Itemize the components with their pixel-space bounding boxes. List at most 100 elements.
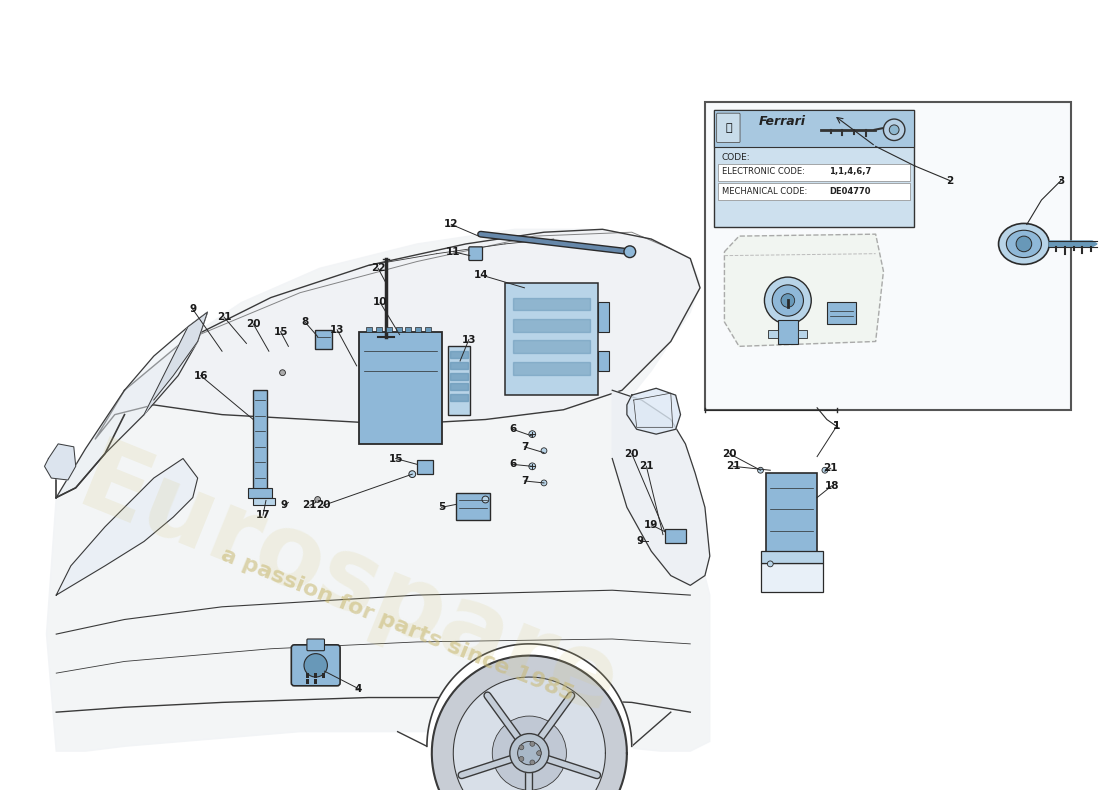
Ellipse shape [1006, 230, 1042, 258]
Bar [359, 332, 441, 444]
Circle shape [1016, 236, 1032, 252]
Bar [760, 551, 823, 563]
Text: 8: 8 [301, 317, 309, 327]
Text: 3: 3 [1057, 175, 1065, 186]
Text: Ferrari: Ferrari [759, 115, 805, 129]
FancyBboxPatch shape [292, 645, 340, 686]
Polygon shape [627, 388, 681, 434]
Circle shape [889, 125, 899, 134]
Text: MECHANICAL CODE:: MECHANICAL CODE: [722, 186, 806, 196]
Text: ELECTRONIC CODE:: ELECTRONIC CODE: [722, 167, 804, 176]
Bar [449, 346, 470, 414]
Text: 21: 21 [639, 462, 653, 471]
Bar [456, 493, 491, 520]
Text: 1: 1 [833, 422, 840, 431]
Text: 19: 19 [645, 520, 659, 530]
Text: 4: 4 [355, 684, 362, 694]
Circle shape [304, 654, 328, 677]
Text: 2: 2 [946, 175, 954, 186]
Text: 20: 20 [722, 449, 737, 458]
Text: 11: 11 [446, 246, 461, 257]
Circle shape [822, 467, 828, 473]
Polygon shape [613, 390, 710, 586]
Text: 21: 21 [824, 463, 838, 474]
Bar [315, 330, 332, 350]
Text: 17: 17 [255, 510, 271, 520]
Polygon shape [450, 351, 468, 358]
Text: 7: 7 [520, 476, 528, 486]
FancyBboxPatch shape [714, 110, 914, 147]
Polygon shape [725, 234, 883, 346]
Bar [307, 673, 309, 678]
Polygon shape [56, 458, 198, 595]
Text: 9: 9 [636, 537, 644, 546]
Bar [253, 498, 275, 506]
Polygon shape [450, 383, 468, 390]
Circle shape [530, 742, 535, 746]
Circle shape [537, 750, 541, 755]
FancyBboxPatch shape [705, 102, 1070, 410]
Circle shape [541, 448, 547, 454]
FancyBboxPatch shape [717, 183, 910, 200]
Text: 1,1,4,6,7: 1,1,4,6,7 [828, 167, 871, 176]
Circle shape [315, 497, 320, 502]
Text: 9: 9 [189, 304, 197, 314]
Text: 13: 13 [462, 334, 476, 345]
Bar [827, 302, 856, 324]
Text: 21: 21 [217, 312, 231, 322]
Circle shape [493, 716, 566, 790]
Bar [386, 327, 392, 332]
Text: 6: 6 [509, 459, 516, 470]
Text: a passion for parts since 1985: a passion for parts since 1985 [219, 544, 576, 705]
Polygon shape [513, 362, 590, 374]
Circle shape [529, 430, 536, 438]
Circle shape [541, 480, 547, 486]
FancyBboxPatch shape [469, 247, 483, 261]
Polygon shape [453, 677, 605, 800]
Circle shape [758, 467, 763, 473]
Bar [778, 320, 798, 344]
Text: 21: 21 [302, 500, 317, 510]
Bar [798, 330, 807, 338]
Circle shape [624, 246, 636, 258]
Text: 18: 18 [825, 481, 839, 491]
Bar [597, 351, 609, 370]
Text: 10: 10 [373, 298, 387, 307]
Circle shape [519, 745, 524, 750]
Circle shape [772, 285, 803, 316]
Bar [415, 327, 421, 332]
Text: 2: 2 [946, 175, 954, 186]
Text: 22: 22 [371, 263, 385, 274]
Circle shape [764, 277, 812, 324]
Circle shape [530, 760, 535, 765]
Polygon shape [450, 394, 468, 401]
Polygon shape [513, 341, 590, 353]
Text: 1: 1 [833, 422, 840, 431]
FancyBboxPatch shape [307, 639, 324, 650]
Text: 20: 20 [317, 500, 331, 510]
Text: 🐎: 🐎 [725, 123, 732, 133]
Circle shape [529, 463, 536, 470]
Circle shape [482, 496, 488, 503]
FancyBboxPatch shape [716, 114, 740, 142]
Text: 13: 13 [330, 325, 344, 334]
Text: Eurospare: Eurospare [65, 433, 632, 738]
Text: 21: 21 [726, 462, 740, 471]
FancyBboxPatch shape [717, 164, 910, 181]
Polygon shape [56, 312, 208, 498]
Circle shape [279, 370, 286, 376]
Ellipse shape [999, 223, 1049, 265]
Bar [322, 673, 324, 678]
Text: 6: 6 [509, 424, 516, 434]
Circle shape [519, 757, 524, 762]
Text: 15: 15 [273, 326, 288, 337]
Bar [315, 679, 317, 684]
Polygon shape [46, 230, 710, 751]
Bar [315, 673, 317, 678]
Polygon shape [450, 362, 468, 369]
Text: 7: 7 [520, 442, 528, 452]
Bar [664, 529, 686, 543]
Text: DE04770: DE04770 [828, 186, 870, 196]
Polygon shape [513, 319, 590, 332]
Bar [505, 283, 597, 395]
